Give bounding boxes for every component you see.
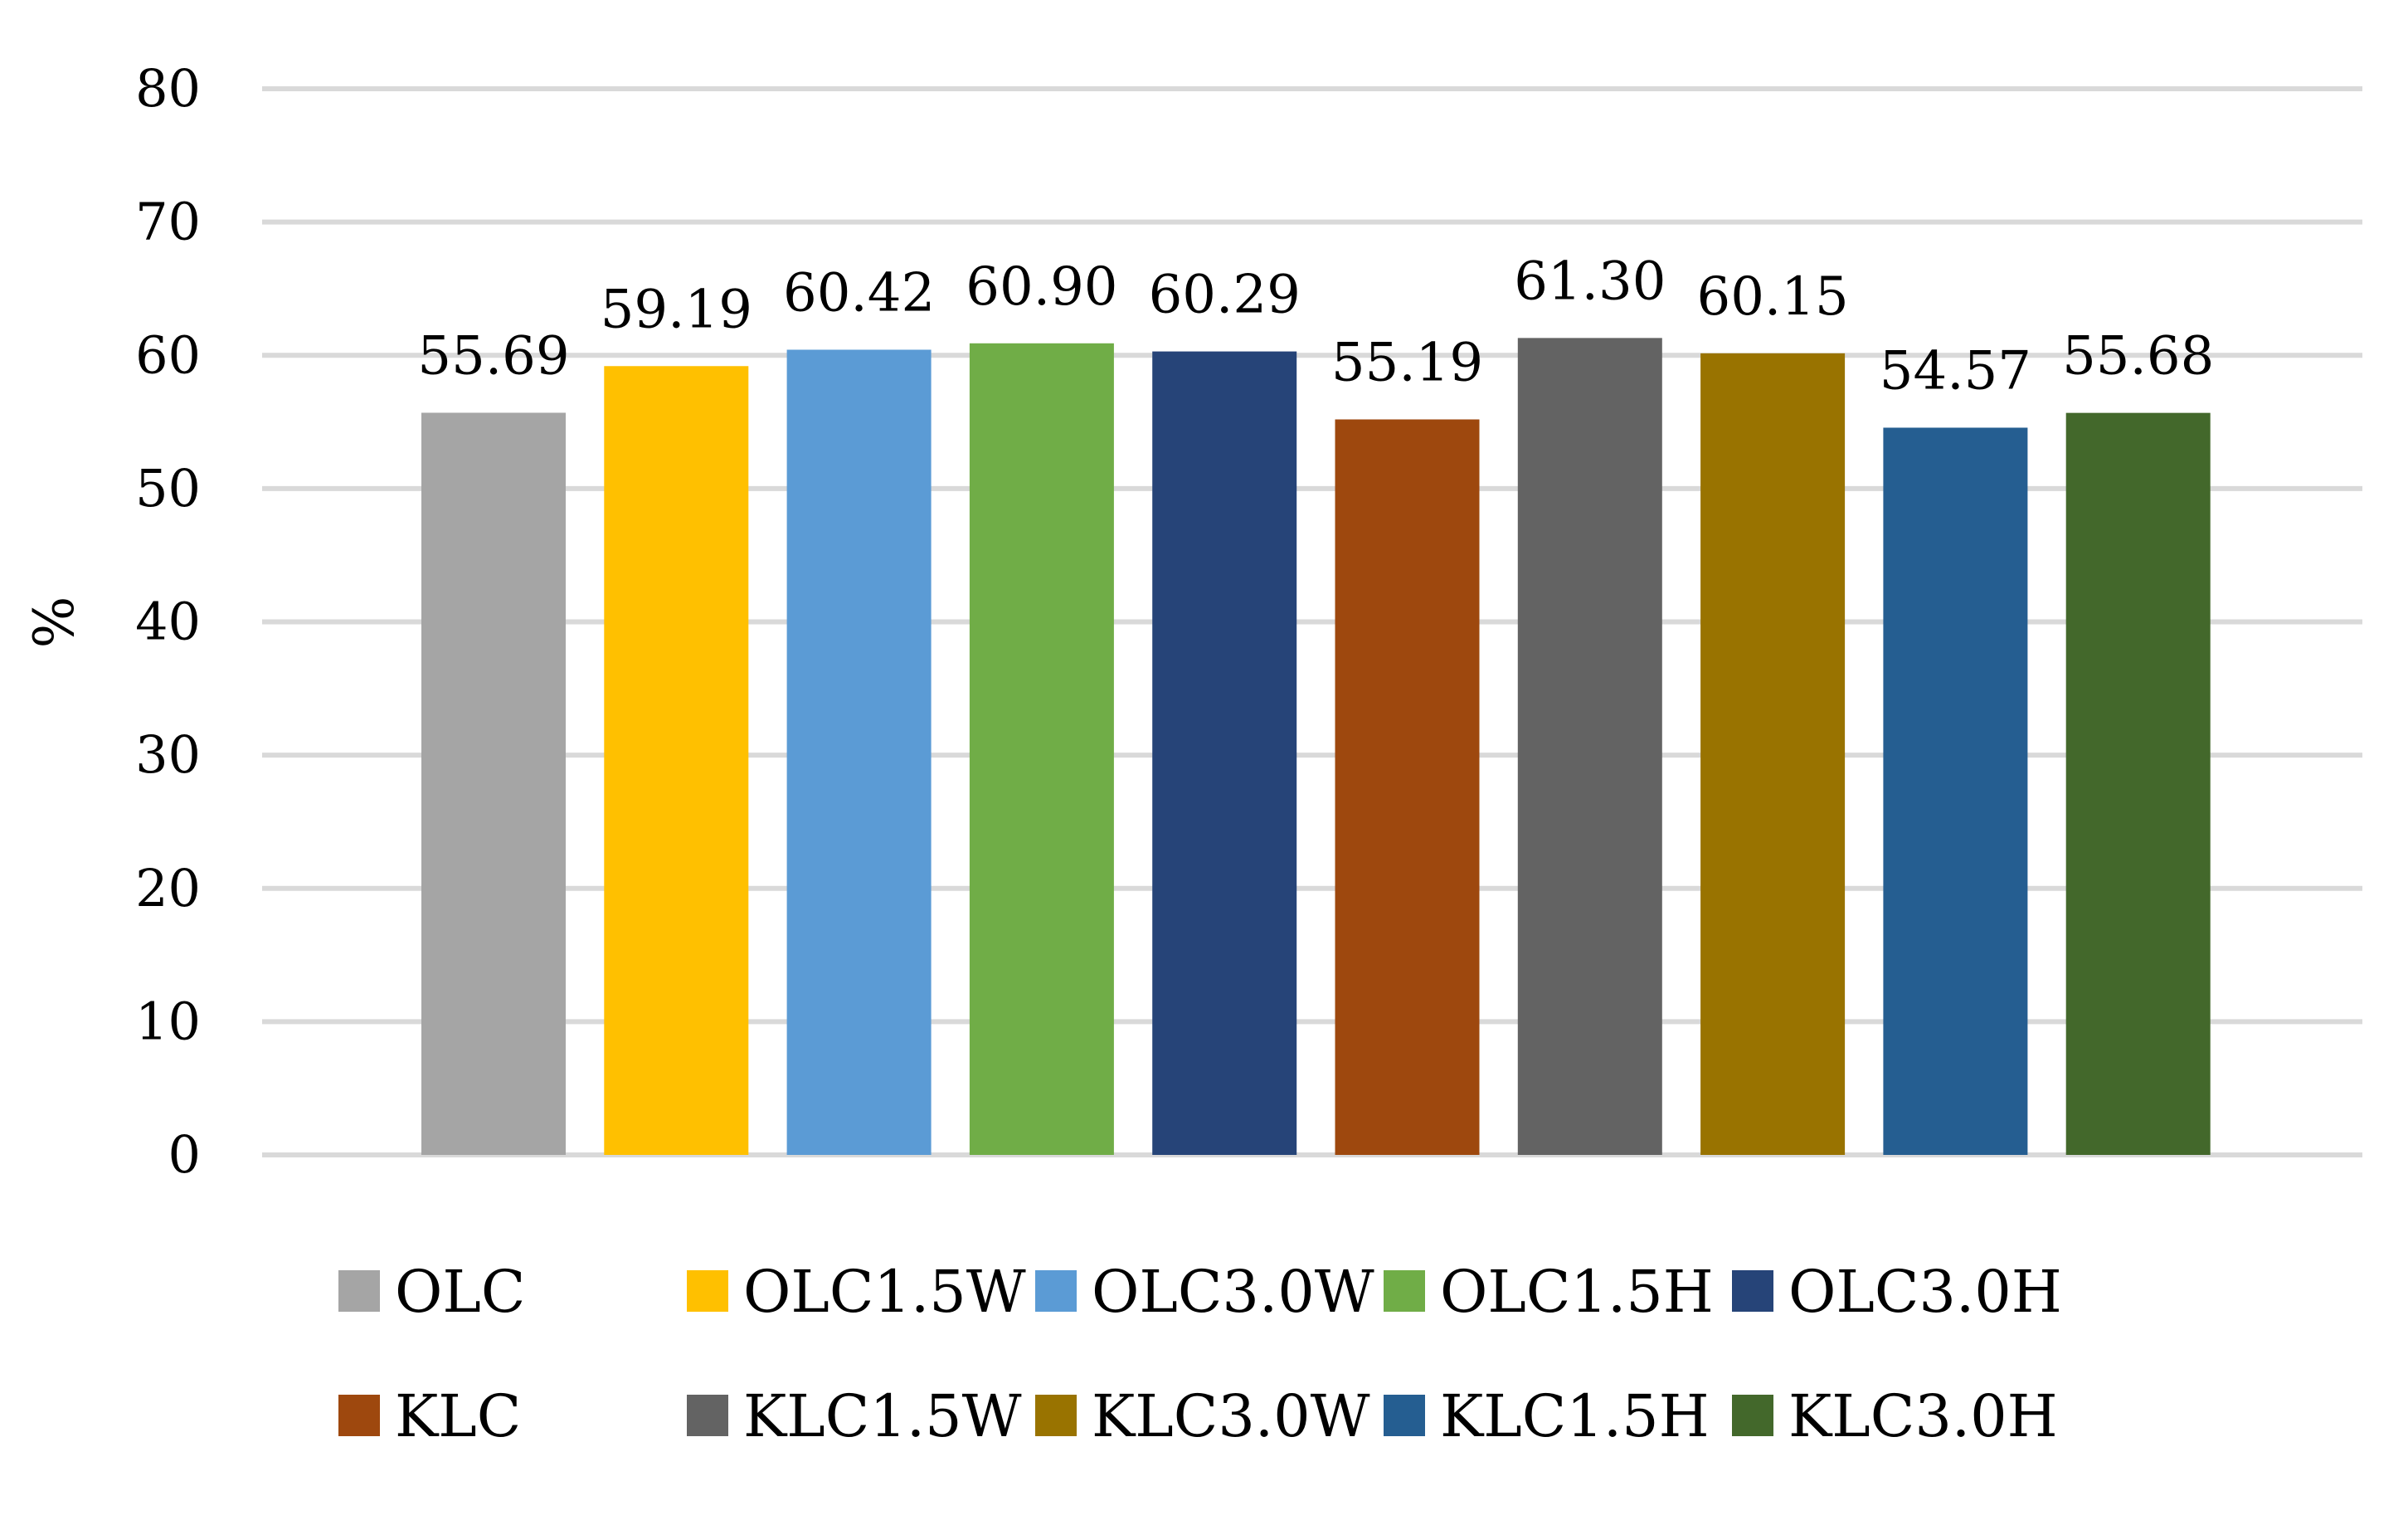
bar-KLC3.0H: [2065, 412, 2211, 1155]
y-tick-label: 60: [135, 324, 201, 385]
legend-swatch-KLC: [338, 1395, 380, 1436]
data-label-OLC3.0H: 60.29: [1149, 265, 1301, 326]
y-axis-tick-labels: 0 10 20 30 40 50 60 70 80: [135, 58, 201, 1185]
y-tick-label: 0: [168, 1124, 201, 1185]
bars: [421, 338, 2211, 1155]
legend-swatch-OLC1.5H: [1384, 1270, 1425, 1312]
data-label-KLC3.0W: 60.15: [1696, 266, 1848, 328]
bar-KLC1.5W: [1517, 338, 1662, 1155]
bar-OLC3.0W: [786, 349, 932, 1155]
bar-OLC1.5H: [969, 343, 1114, 1155]
y-tick-label: 70: [135, 192, 201, 252]
data-label-OLC1.5W: 59.19: [601, 279, 752, 340]
data-label-KLC: 55.19: [1331, 333, 1483, 394]
legend-swatch-OLC3.0W: [1035, 1270, 1077, 1312]
legend-label-KLC: KLC: [395, 1382, 521, 1450]
y-tick-label: 20: [135, 858, 201, 918]
y-tick-label: 10: [135, 991, 201, 1051]
legend-swatch-KLC3.0H: [1732, 1395, 1773, 1436]
data-label-OLC1.5H: 60.90: [966, 256, 1117, 318]
legend-label-OLC3.0H: OLC3.0H: [1788, 1258, 2062, 1326]
bar-OLC1.5W: [604, 366, 749, 1155]
legend-swatch-KLC1.5W: [687, 1395, 728, 1436]
bar-KLC3.0W: [1700, 353, 1846, 1155]
bar-KLC: [1335, 419, 1480, 1155]
bar-OLC3.0H: [1152, 351, 1297, 1155]
data-label-KLC3.0H: 55.68: [2062, 326, 2214, 387]
data-labels: 55.69 59.19 60.42 60.90 60.29 55.19 61.30 60.15…: [417, 251, 2214, 402]
gridlines: [262, 86, 2362, 1157]
legend-swatch-OLC1.5W: [687, 1270, 728, 1312]
y-tick-label: 30: [135, 724, 201, 785]
legend-label-OLC1.5H: OLC1.5H: [1440, 1258, 1714, 1326]
legend-label-OLC: OLC: [395, 1258, 525, 1326]
y-tick-label: 80: [135, 58, 201, 119]
data-label-KLC1.5H: 54.57: [1880, 340, 2031, 402]
bar-OLC: [421, 412, 566, 1155]
legend-swatch-OLC3.0H: [1732, 1270, 1773, 1312]
legend-label-KLC3.0W: KLC3.0W: [1092, 1382, 1370, 1450]
legend-label-KLC1.5H: KLC1.5H: [1440, 1382, 1710, 1450]
legend-swatch-KLC1.5H: [1384, 1395, 1425, 1436]
legend-label-KLC3.0H: KLC3.0H: [1788, 1382, 2058, 1450]
bar-KLC1.5H: [1883, 427, 2028, 1155]
data-label-OLC3.0W: 60.42: [783, 263, 935, 324]
legend: OLC OLC1.5W OLC3.0W OLC1.5H OLC3.0H KLC KLC1.5…: [338, 1258, 2062, 1450]
data-label-OLC: 55.69: [417, 325, 569, 387]
data-label-KLC1.5W: 61.30: [1514, 251, 1666, 312]
legend-swatch-OLC: [338, 1270, 380, 1312]
y-tick-label: 50: [135, 458, 201, 519]
legend-label-OLC1.5W: OLC1.5W: [743, 1258, 1026, 1326]
legend-label-KLC1.5W: KLC1.5W: [743, 1382, 1022, 1450]
legend-label-OLC3.0W: OLC3.0W: [1092, 1258, 1374, 1326]
y-tick-label: 40: [135, 592, 201, 652]
y-axis-title: %: [22, 597, 86, 649]
legend-swatch-KLC3.0W: [1035, 1395, 1077, 1436]
